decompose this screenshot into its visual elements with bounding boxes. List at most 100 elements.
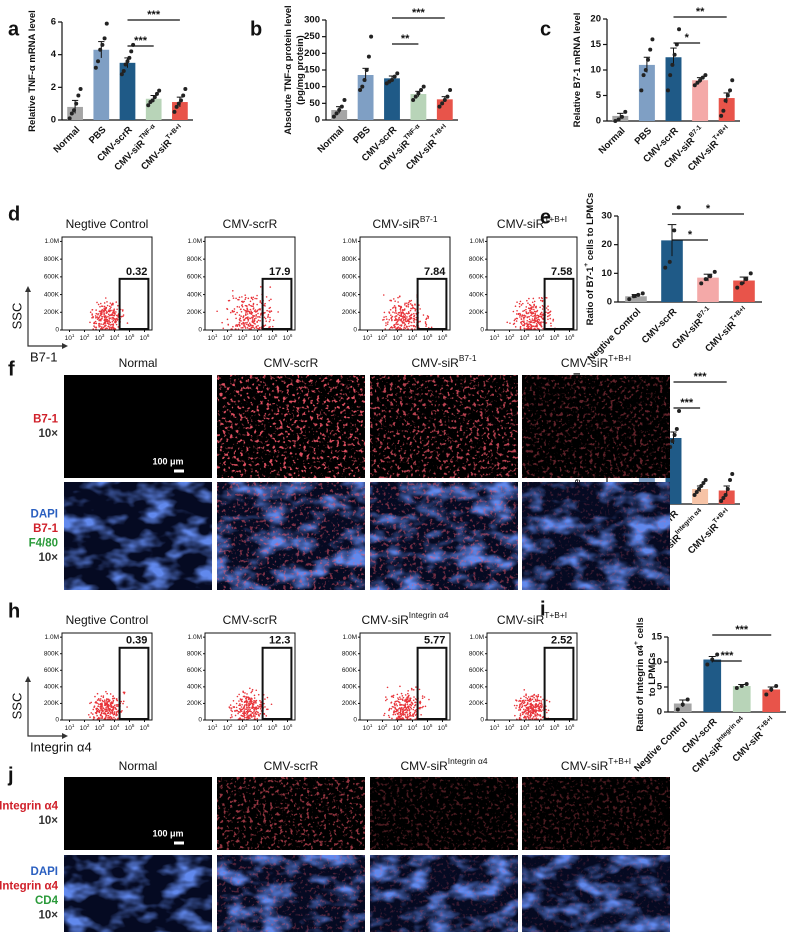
event-dot xyxy=(108,319,110,321)
event-dot xyxy=(534,700,537,702)
event-dot xyxy=(106,698,108,700)
event-dot xyxy=(430,326,433,329)
event-dot xyxy=(407,709,409,711)
x-tick-label: 101 xyxy=(65,333,75,342)
event-dot xyxy=(395,322,397,324)
event-dot xyxy=(420,713,422,716)
data-point xyxy=(769,687,774,692)
event-dot xyxy=(243,714,246,717)
event-dot xyxy=(538,322,540,324)
event-dot xyxy=(518,718,521,720)
event-dot xyxy=(115,311,117,313)
event-dot xyxy=(423,696,426,698)
event-dot xyxy=(397,318,400,320)
event-dot xyxy=(523,716,525,719)
scale-bar-label: 100 μm xyxy=(152,828,183,838)
event-dot xyxy=(116,710,118,713)
y-tick-label: 400K xyxy=(469,291,485,298)
panel-letter: f xyxy=(8,358,15,380)
event-dot xyxy=(244,322,247,324)
event-dot xyxy=(103,310,106,313)
event-dot xyxy=(89,321,91,324)
event-dot xyxy=(259,699,261,702)
event-dot xyxy=(245,317,248,319)
event-dot xyxy=(105,310,108,312)
event-dot xyxy=(542,709,544,711)
image-title: CMV-siRB7-1 xyxy=(411,353,476,370)
event-dot xyxy=(260,701,262,703)
event-dot xyxy=(534,714,537,717)
event-dot xyxy=(406,715,409,717)
event-dot xyxy=(399,704,401,706)
event-dot xyxy=(396,326,399,329)
event-dot xyxy=(249,717,251,719)
image-title-part: Normal xyxy=(119,356,158,370)
y-axis-label-part: Absolute TNF-α protein level xyxy=(283,5,294,134)
event-dot xyxy=(115,314,118,317)
image-title: CMV-siRT+B+I xyxy=(561,353,631,370)
event-dot xyxy=(410,307,412,310)
event-dot xyxy=(404,699,407,702)
event-dot xyxy=(399,327,401,329)
plot-title-sup: T+B+I xyxy=(544,610,567,620)
y-tick-label: 200K xyxy=(44,700,60,707)
event-dot xyxy=(242,712,245,715)
event-dot xyxy=(401,321,404,323)
event-dot xyxy=(412,689,415,691)
data-point xyxy=(613,119,618,123)
event-dot xyxy=(520,304,523,306)
x-tick-label-part: 10 xyxy=(423,725,431,732)
event-dot xyxy=(94,695,96,698)
event-dot xyxy=(397,698,400,701)
event-dot xyxy=(404,302,406,305)
event-dot xyxy=(226,318,229,321)
event-dot xyxy=(531,318,534,320)
event-dot xyxy=(526,709,529,711)
event-dot xyxy=(407,692,409,695)
event-dot xyxy=(525,706,528,709)
event-dot xyxy=(535,695,537,697)
event-dot xyxy=(241,715,243,717)
x-tick-label-part: CMV-siR xyxy=(139,137,174,172)
event-dot xyxy=(539,714,542,716)
event-dot xyxy=(234,714,237,717)
event-dot xyxy=(251,298,254,301)
event-dot xyxy=(246,709,249,712)
y-tick-label: 800K xyxy=(469,650,485,657)
event-dot xyxy=(115,714,117,717)
event-dot xyxy=(392,706,395,708)
event-dot xyxy=(253,327,256,330)
event-dot xyxy=(391,327,394,329)
y-tick-label: 800K xyxy=(44,650,60,657)
event-dot xyxy=(256,294,258,297)
event-dot xyxy=(408,700,411,703)
y-tick-label: 200K xyxy=(187,700,203,707)
event-dot xyxy=(256,309,259,312)
significance-label: *** xyxy=(721,650,735,662)
event-dot xyxy=(111,697,114,700)
event-dot xyxy=(516,309,518,312)
event-dot xyxy=(104,702,106,705)
data-point xyxy=(700,75,705,80)
event-dot xyxy=(102,326,105,329)
panel-letter: j xyxy=(7,764,14,786)
y-axis-label-part: Ratio of B7-1 xyxy=(585,266,596,325)
event-dot xyxy=(406,316,408,318)
event-dot xyxy=(397,323,399,326)
data-point xyxy=(674,427,679,431)
data-point xyxy=(76,93,81,98)
event-dot xyxy=(395,312,398,314)
data-point xyxy=(331,114,336,119)
x-tick-label-sup: B7-1 xyxy=(688,124,703,139)
event-dot xyxy=(418,706,421,709)
x-tick-label-part: 10 xyxy=(520,725,528,732)
event-dot xyxy=(421,706,423,709)
event-dot xyxy=(401,713,403,715)
plot-frame xyxy=(359,236,451,331)
event-dot xyxy=(519,325,522,328)
event-dot xyxy=(103,302,106,304)
event-dot xyxy=(412,319,415,322)
data-point xyxy=(735,285,740,290)
y-tick-label: 2 xyxy=(51,82,56,93)
data-point xyxy=(703,73,708,78)
